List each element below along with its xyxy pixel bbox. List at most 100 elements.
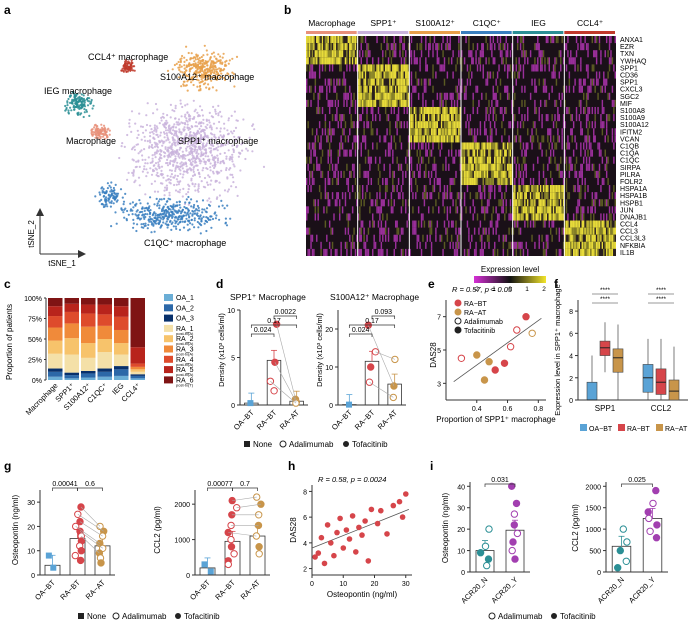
tsne-cell-point <box>175 107 177 109</box>
heatmap-cell <box>474 178 475 185</box>
heatmap-cell <box>330 79 331 86</box>
tsne-cell-point <box>160 170 162 172</box>
heatmap-cell <box>394 43 395 50</box>
tsne-cell-point <box>165 120 167 122</box>
heatmap-cell <box>556 142 557 149</box>
tsne-cell-point <box>178 131 180 133</box>
heatmap-cell <box>540 142 541 149</box>
heatmap-cell <box>523 36 524 43</box>
heatmap-cell <box>606 228 607 235</box>
heatmap-cell <box>425 135 426 142</box>
heatmap-cell <box>536 64 537 71</box>
heatmap-cell <box>536 185 537 192</box>
heatmap-cell <box>339 57 340 64</box>
heatmap-cell <box>384 199 385 206</box>
heatmap-cell <box>573 213 574 220</box>
tsne-cell-point <box>201 68 203 70</box>
tsne-cell-point <box>148 221 150 223</box>
heatmap-cell <box>432 86 433 93</box>
heatmap-cell <box>402 249 403 256</box>
heatmap-cell <box>577 178 578 185</box>
heatmap-cell <box>586 221 587 228</box>
heatmap-cell <box>567 192 568 199</box>
heatmap-cell <box>369 50 370 57</box>
heatmap-cell <box>368 150 369 157</box>
heatmap-cell <box>561 192 562 199</box>
tsne-cell-point <box>199 176 201 178</box>
heatmap-cell <box>450 121 451 128</box>
heatmap-cell <box>352 57 353 64</box>
heatmap-cell <box>518 206 519 213</box>
heatmap-cell <box>518 107 519 114</box>
tsne-cell-point <box>189 119 191 121</box>
heatmap-cell <box>378 221 379 228</box>
heatmap-cell <box>320 142 321 149</box>
heatmap-cell <box>586 43 587 50</box>
heatmap-cell <box>483 228 484 235</box>
heatmap-cell <box>343 79 344 86</box>
tsne-cell-point <box>235 127 237 129</box>
heatmap-cell <box>437 43 438 50</box>
heatmap-cell <box>389 150 390 157</box>
heatmap-cell <box>554 213 555 220</box>
heatmap-cell <box>590 228 591 235</box>
heatmap-gene-label: JUN <box>620 207 634 214</box>
heatmap-cell <box>450 206 451 213</box>
heatmap-cell <box>561 228 562 235</box>
heatmap-cell <box>365 86 366 93</box>
heatmap-cell <box>520 242 521 249</box>
heatmap-cell <box>445 100 446 107</box>
heatmap-cell <box>504 164 505 171</box>
heatmap-cell <box>544 206 545 213</box>
heatmap-cell <box>566 199 567 206</box>
heatmap-cell <box>458 107 459 114</box>
tsne-cell-point <box>193 207 195 209</box>
heatmap-cell <box>560 249 561 256</box>
heatmap-cell <box>584 242 585 249</box>
heatmap-cell <box>582 228 583 235</box>
heatmap-cell <box>493 171 494 178</box>
heatmap-cell <box>487 235 488 242</box>
tsne-cell-point <box>263 166 265 168</box>
heatmap-cell <box>470 242 471 249</box>
heatmap-cell <box>437 135 438 142</box>
heatmap-cell <box>376 93 377 100</box>
heatmap-cell <box>465 157 466 164</box>
heatmap-cell <box>307 50 308 57</box>
heatmap-cell <box>483 185 484 192</box>
tsne-cell-point <box>68 112 70 114</box>
tsne-cell-point <box>110 181 112 183</box>
tsne-cell-point <box>120 207 122 209</box>
heatmap-cell <box>523 206 524 213</box>
heatmap-cell <box>589 142 590 149</box>
heatmap-cell <box>521 206 522 213</box>
tsne-cell-point <box>170 132 172 134</box>
c-bar-segment <box>81 305 96 314</box>
heatmap-cell <box>467 79 468 86</box>
heatmap-cell <box>384 79 385 86</box>
heatmap-cell <box>349 192 350 199</box>
heatmap-cell <box>306 79 307 86</box>
heatmap-cell <box>429 114 430 121</box>
tsne-cell-point <box>145 225 147 227</box>
heatmap-cell <box>444 128 445 135</box>
c-bar-segment <box>131 378 146 380</box>
heatmap-cell <box>363 171 364 178</box>
tsne-cell-point <box>99 130 101 132</box>
heatmap-cell <box>359 100 360 107</box>
heatmap-cell <box>395 142 396 149</box>
heatmap-cell <box>379 228 380 235</box>
heatmap-cell <box>573 242 574 249</box>
heatmap-cell <box>320 86 321 93</box>
heatmap-cell <box>495 206 496 213</box>
heatmap-cell <box>613 185 614 192</box>
heatmap-cell <box>432 100 433 107</box>
tsne-cell-point <box>182 221 184 223</box>
heatmap-cell <box>379 185 380 192</box>
heatmap-cell <box>319 121 320 128</box>
heatmap-cell <box>376 128 377 135</box>
heatmap-cell <box>477 192 478 199</box>
tsne-cell-point <box>219 153 221 155</box>
heatmap-cell <box>425 64 426 71</box>
heatmap-cell <box>543 242 544 249</box>
